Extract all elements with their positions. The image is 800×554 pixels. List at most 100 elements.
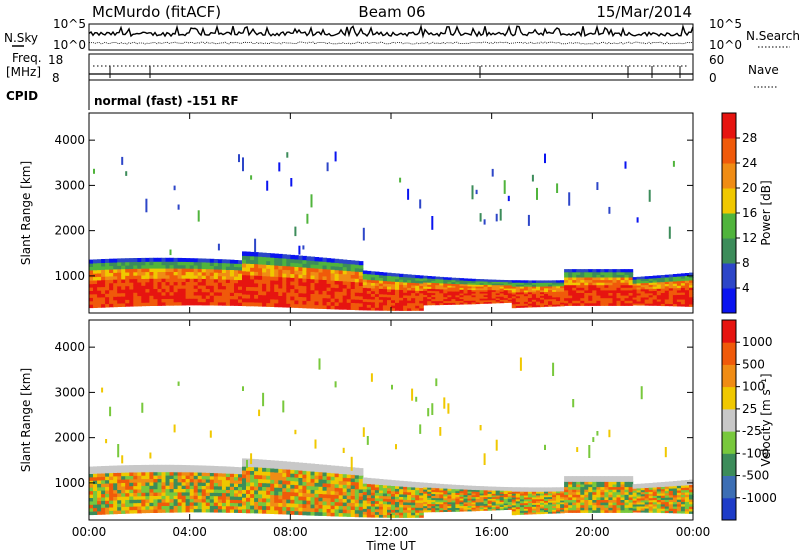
echo-cell — [572, 274, 577, 278]
echo-cell — [318, 268, 324, 273]
sparse-echo — [648, 189, 651, 202]
echo-cell — [334, 301, 340, 306]
echo-cell — [668, 483, 674, 487]
echo-cell — [483, 298, 489, 301]
echo-cell — [238, 489, 243, 494]
echo-cell — [181, 465, 187, 469]
echo-cell — [161, 505, 167, 510]
echo-cell — [129, 499, 134, 504]
colorbar-tick-label: 28 — [742, 131, 757, 145]
echo-cell — [286, 258, 291, 263]
echo-cell — [346, 284, 352, 289]
sparse-echo — [495, 213, 498, 222]
echo-cell — [600, 486, 605, 490]
echo-cell — [455, 492, 460, 495]
echo-cell — [431, 495, 436, 499]
echo-cell — [378, 511, 384, 515]
echo-cell — [374, 500, 380, 504]
echo-cell — [278, 498, 283, 503]
echo-cell — [620, 507, 626, 511]
echo-cell — [495, 291, 501, 294]
echo-cell — [294, 270, 299, 275]
echo-cell — [608, 284, 613, 288]
echo-cell — [101, 496, 106, 501]
echo-cell — [431, 499, 436, 503]
echo-cell — [680, 510, 686, 514]
echo-cell — [387, 302, 392, 306]
echo-cell — [552, 300, 557, 303]
echo-cell — [596, 289, 601, 293]
echo-cell — [459, 490, 465, 494]
echo-cell — [89, 293, 94, 298]
echo-cell — [334, 269, 340, 274]
echo-cell — [205, 495, 211, 500]
echo-cell — [427, 280, 432, 283]
echo-cell — [536, 509, 541, 513]
echo-cell — [113, 282, 118, 287]
echo-cell — [238, 273, 243, 277]
echo-cell — [221, 499, 227, 503]
echo-cell — [411, 489, 416, 493]
echo-cell — [507, 291, 513, 294]
echo-cell — [540, 304, 545, 308]
echo-cell — [395, 273, 400, 277]
echo-cell — [262, 490, 267, 495]
echo-cell — [101, 503, 106, 508]
echo-cell — [668, 303, 674, 307]
echo-cell — [153, 485, 158, 490]
echo-cell — [254, 263, 259, 269]
echo-cell — [101, 483, 106, 488]
echo-cell — [676, 280, 682, 284]
echo-cell — [463, 293, 469, 296]
echo-cell — [491, 282, 497, 286]
echo-cell — [684, 494, 690, 498]
echo-cell — [193, 485, 199, 490]
echo-cell — [604, 499, 609, 503]
echo-cell — [173, 508, 179, 513]
echo-cell — [310, 489, 316, 494]
echo-cell — [427, 302, 432, 306]
echo-cell — [346, 281, 352, 286]
echo-cell — [644, 505, 650, 509]
echo-cell — [330, 305, 336, 310]
echo-cell — [225, 505, 231, 510]
echo-cell — [262, 471, 267, 476]
echo-cell — [435, 276, 440, 280]
echo-cell — [141, 264, 146, 269]
echo-cell — [370, 279, 376, 283]
echo-cell — [101, 283, 106, 288]
echo-cell — [576, 509, 581, 513]
echo-cell — [435, 483, 440, 487]
echo-cell — [201, 501, 207, 506]
echo-cell — [560, 503, 565, 506]
echo-cell — [225, 288, 231, 293]
echo-cell — [523, 502, 529, 506]
echo-cell — [205, 281, 211, 286]
echo-cell — [165, 498, 171, 503]
echo-cell — [282, 510, 287, 515]
echo-cell — [515, 489, 521, 492]
echo-cell — [129, 265, 134, 269]
echo-cell — [443, 509, 448, 512]
echo-cell — [93, 283, 98, 288]
echo-cell — [234, 496, 239, 500]
echo-cell — [680, 303, 686, 307]
echo-cell — [403, 496, 408, 500]
cpid-program: normal (fast) -151 RF — [94, 94, 239, 108]
echo-cell — [644, 296, 650, 300]
echo-cell — [165, 257, 171, 262]
echo-cell — [101, 276, 106, 281]
echo-cell — [121, 496, 126, 501]
echo-cell — [133, 489, 138, 493]
echo-cell — [298, 507, 303, 512]
echo-cell — [358, 292, 364, 297]
echo-cell — [403, 292, 408, 296]
echo-cell — [632, 508, 638, 511]
echo-cell — [680, 301, 686, 305]
echo-cell — [576, 269, 581, 273]
echo-cell — [238, 509, 243, 513]
echo-cell — [680, 482, 686, 486]
echo-cell — [250, 482, 255, 487]
echo-cell — [407, 289, 412, 293]
echo-cell — [676, 278, 682, 282]
